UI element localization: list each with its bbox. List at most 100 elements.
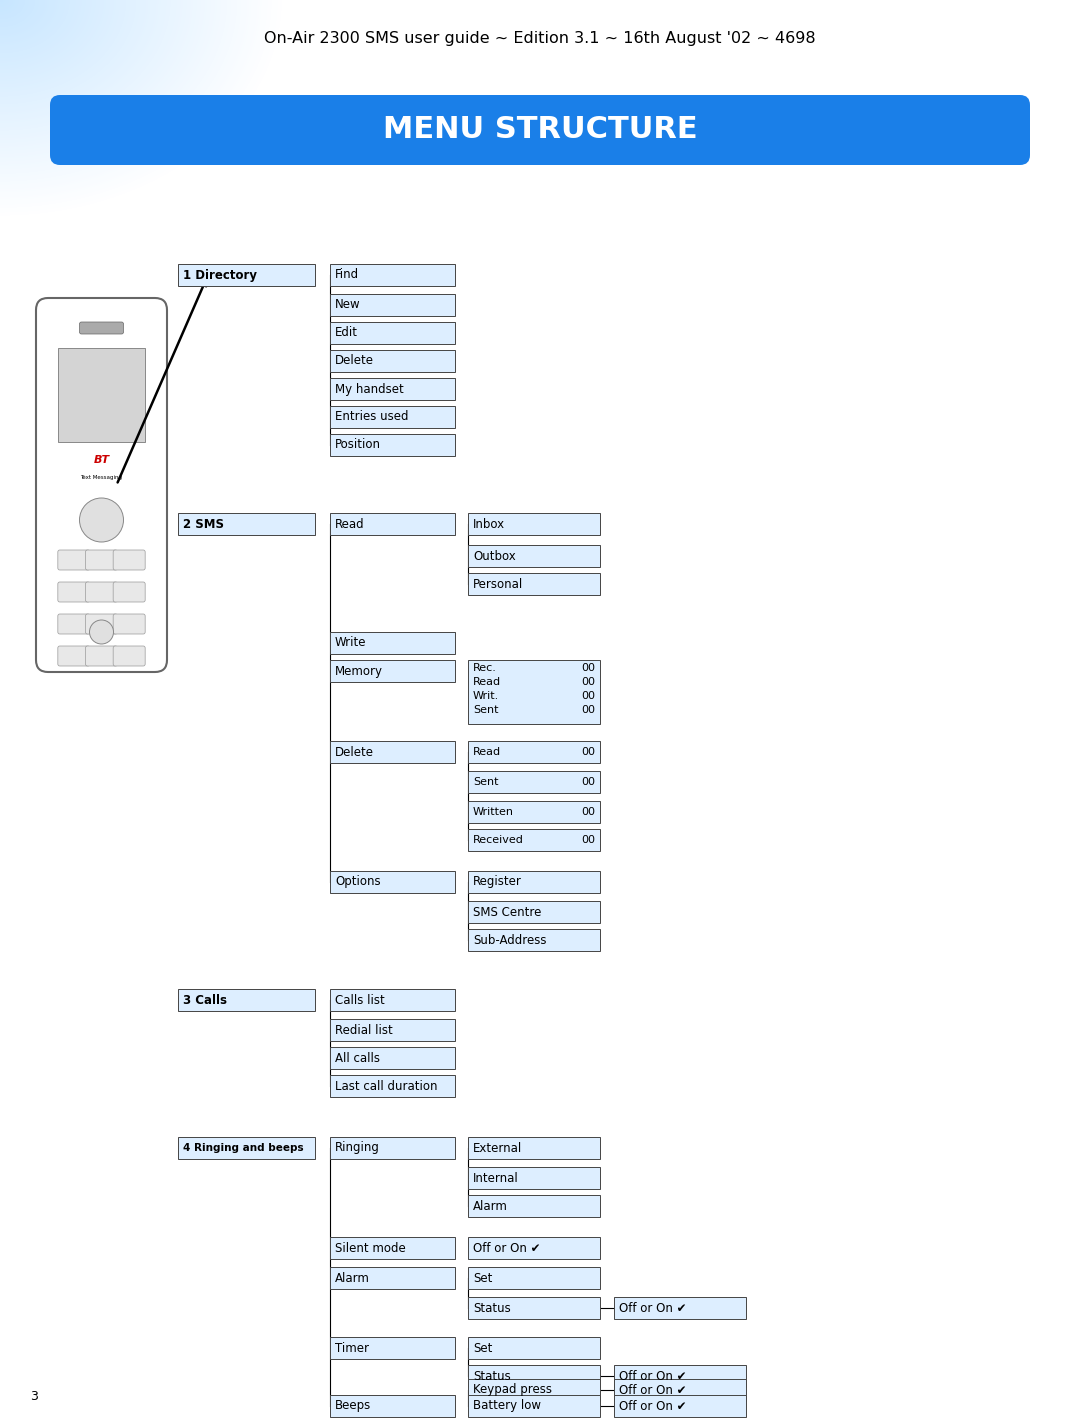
Text: Entries used: Entries used bbox=[335, 411, 408, 424]
Text: 00: 00 bbox=[581, 691, 595, 701]
FancyBboxPatch shape bbox=[113, 550, 145, 570]
FancyBboxPatch shape bbox=[468, 872, 600, 893]
FancyBboxPatch shape bbox=[178, 264, 315, 286]
FancyBboxPatch shape bbox=[468, 573, 600, 594]
FancyBboxPatch shape bbox=[330, 631, 455, 654]
Text: Position: Position bbox=[335, 438, 381, 452]
Text: Register: Register bbox=[473, 876, 522, 889]
Text: 00: 00 bbox=[581, 705, 595, 715]
Text: 00: 00 bbox=[581, 835, 595, 845]
Text: On-Air 2300 SMS user guide ~ Edition 3.1 ~ 16th August '02 ~ 4698: On-Air 2300 SMS user guide ~ Edition 3.1… bbox=[265, 30, 815, 46]
Text: Alarm: Alarm bbox=[335, 1271, 369, 1284]
FancyBboxPatch shape bbox=[468, 1395, 600, 1416]
FancyBboxPatch shape bbox=[58, 582, 90, 602]
Text: Redial list: Redial list bbox=[335, 1024, 393, 1037]
Text: 3: 3 bbox=[30, 1391, 38, 1404]
FancyBboxPatch shape bbox=[330, 264, 455, 286]
Text: Beeps: Beeps bbox=[335, 1399, 372, 1412]
FancyBboxPatch shape bbox=[468, 929, 600, 951]
FancyBboxPatch shape bbox=[468, 1194, 600, 1217]
FancyBboxPatch shape bbox=[615, 1365, 746, 1386]
Text: BT: BT bbox=[94, 455, 110, 465]
FancyBboxPatch shape bbox=[468, 1167, 600, 1189]
Text: New: New bbox=[335, 299, 361, 311]
Text: Set: Set bbox=[473, 1341, 492, 1355]
FancyBboxPatch shape bbox=[330, 872, 455, 893]
FancyBboxPatch shape bbox=[468, 1138, 600, 1159]
FancyBboxPatch shape bbox=[615, 1395, 746, 1416]
Text: 00: 00 bbox=[581, 663, 595, 673]
FancyBboxPatch shape bbox=[330, 1047, 455, 1069]
FancyBboxPatch shape bbox=[330, 1138, 455, 1159]
Text: Written: Written bbox=[473, 808, 514, 818]
Text: Off or On ✔: Off or On ✔ bbox=[619, 1399, 687, 1412]
FancyBboxPatch shape bbox=[85, 614, 118, 634]
Text: Ringing: Ringing bbox=[335, 1142, 380, 1155]
FancyBboxPatch shape bbox=[330, 407, 455, 428]
Text: Options: Options bbox=[335, 876, 380, 889]
Text: Personal: Personal bbox=[473, 577, 523, 590]
Text: 4 Ringing and beeps: 4 Ringing and beeps bbox=[183, 1143, 303, 1153]
FancyBboxPatch shape bbox=[468, 660, 600, 724]
Text: 00: 00 bbox=[581, 747, 595, 757]
FancyBboxPatch shape bbox=[58, 646, 90, 665]
Text: Writ.: Writ. bbox=[473, 691, 499, 701]
FancyBboxPatch shape bbox=[330, 1267, 455, 1288]
Text: Calls list: Calls list bbox=[335, 994, 384, 1007]
Text: Status: Status bbox=[473, 1301, 511, 1314]
Text: Memory: Memory bbox=[335, 664, 383, 677]
Text: Read: Read bbox=[473, 747, 501, 757]
FancyBboxPatch shape bbox=[330, 988, 455, 1011]
FancyBboxPatch shape bbox=[615, 1297, 746, 1320]
FancyBboxPatch shape bbox=[85, 550, 118, 570]
FancyBboxPatch shape bbox=[50, 95, 1030, 165]
FancyBboxPatch shape bbox=[468, 829, 600, 850]
FancyBboxPatch shape bbox=[468, 902, 600, 923]
FancyBboxPatch shape bbox=[178, 988, 315, 1011]
FancyBboxPatch shape bbox=[178, 1138, 315, 1159]
Text: Off or On ✔: Off or On ✔ bbox=[619, 1301, 687, 1314]
Text: Off or On ✔: Off or On ✔ bbox=[473, 1241, 540, 1254]
FancyBboxPatch shape bbox=[58, 348, 145, 442]
FancyBboxPatch shape bbox=[85, 582, 118, 602]
FancyBboxPatch shape bbox=[468, 1297, 600, 1320]
Text: Silent mode: Silent mode bbox=[335, 1241, 406, 1254]
FancyBboxPatch shape bbox=[468, 801, 600, 823]
Text: Read: Read bbox=[473, 677, 501, 687]
Text: Keypad press: Keypad press bbox=[473, 1384, 552, 1396]
Text: Off or On ✔: Off or On ✔ bbox=[619, 1369, 687, 1382]
FancyBboxPatch shape bbox=[468, 513, 600, 535]
Text: My handset: My handset bbox=[335, 383, 404, 395]
Text: MENU STRUCTURE: MENU STRUCTURE bbox=[382, 115, 698, 145]
Text: Delete: Delete bbox=[335, 745, 374, 758]
FancyBboxPatch shape bbox=[85, 646, 118, 665]
FancyBboxPatch shape bbox=[58, 550, 90, 570]
FancyBboxPatch shape bbox=[468, 741, 600, 764]
Text: Text Messaging: Text Messaging bbox=[81, 475, 122, 481]
Text: SMS Centre: SMS Centre bbox=[473, 906, 541, 919]
FancyBboxPatch shape bbox=[330, 513, 455, 535]
FancyBboxPatch shape bbox=[468, 1379, 600, 1401]
Text: All calls: All calls bbox=[335, 1051, 380, 1065]
FancyBboxPatch shape bbox=[178, 513, 315, 535]
Text: External: External bbox=[473, 1142, 523, 1155]
Text: Write: Write bbox=[335, 637, 366, 650]
Text: Sent: Sent bbox=[473, 776, 499, 786]
Text: 00: 00 bbox=[581, 808, 595, 818]
Text: Rec.: Rec. bbox=[473, 663, 497, 673]
FancyBboxPatch shape bbox=[468, 545, 600, 567]
FancyBboxPatch shape bbox=[330, 660, 455, 683]
Text: Off or On ✔: Off or On ✔ bbox=[619, 1384, 687, 1396]
FancyBboxPatch shape bbox=[113, 582, 145, 602]
Text: Received: Received bbox=[473, 835, 524, 845]
FancyBboxPatch shape bbox=[330, 1395, 455, 1416]
FancyBboxPatch shape bbox=[330, 741, 455, 764]
Text: Edit: Edit bbox=[335, 327, 357, 340]
Text: Sent: Sent bbox=[473, 705, 499, 715]
Text: Battery low: Battery low bbox=[473, 1399, 541, 1412]
Text: Last call duration: Last call duration bbox=[335, 1079, 437, 1092]
Text: Alarm: Alarm bbox=[473, 1200, 508, 1213]
Text: Read: Read bbox=[335, 518, 365, 530]
FancyBboxPatch shape bbox=[330, 294, 455, 316]
FancyBboxPatch shape bbox=[615, 1379, 746, 1401]
